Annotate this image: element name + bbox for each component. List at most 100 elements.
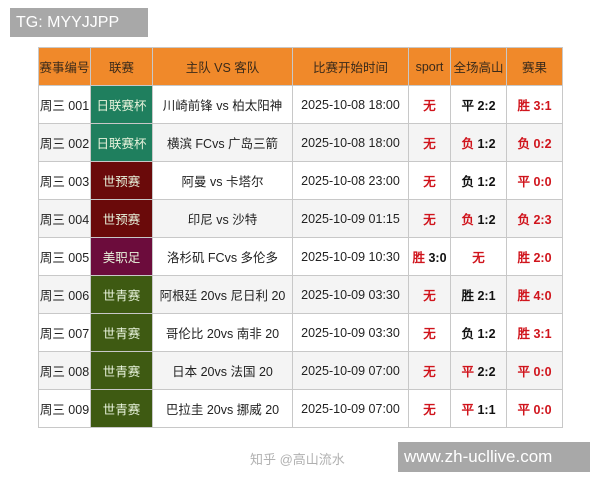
match-time: 2025-10-08 23:00 xyxy=(292,161,409,200)
result-cell: 平 0:0 xyxy=(506,161,563,200)
result-cell: 胜 3:1 xyxy=(506,85,563,124)
result-score: 1:2 xyxy=(477,137,496,151)
sport-cell: 无 xyxy=(408,123,451,162)
pick-cell: 平 1:1 xyxy=(450,389,507,428)
match-teams: 洛杉矶 FCvs 多伦多 xyxy=(152,237,293,276)
site-label: www.zh-ucllive.com xyxy=(398,442,590,472)
result-score: 1:2 xyxy=(477,175,496,189)
league-badge: 世青赛 xyxy=(90,275,153,314)
league-badge: 世青赛 xyxy=(90,389,153,428)
result-label: 负 xyxy=(461,175,474,189)
table-row: 周三 009 世青赛 巴拉圭 20vs 挪威 20 2025-10-09 07:00 无… xyxy=(38,389,563,428)
match-teams: 阿根廷 20vs 尼日利 20 xyxy=(152,275,293,314)
table-row: 周三 003 世预赛 阿曼 vs 卡塔尔 2025-10-08 23:00 无负 1:2… xyxy=(38,161,563,200)
table-row: 周三 005 美职足 洛杉矶 FCvs 多伦多 2025-10-09 10:30 胜 3… xyxy=(38,237,563,276)
pick-cell: 负 1:2 xyxy=(450,313,507,352)
result-label: 胜 xyxy=(461,289,474,303)
result-cell: 平 0:0 xyxy=(506,389,563,428)
league-badge: 日联赛杯 xyxy=(90,123,153,162)
match-teams: 哥伦比 20vs 南非 20 xyxy=(152,313,293,352)
league-badge: 世预赛 xyxy=(90,161,153,200)
column-header: 主队 VS 客队 xyxy=(152,47,293,86)
pick-cell: 负 1:2 xyxy=(450,123,507,162)
result-score: 2:2 xyxy=(477,365,496,379)
match-time: 2025-10-09 07:00 xyxy=(292,351,409,390)
column-header: 赛果 xyxy=(506,47,563,86)
column-header: sport xyxy=(408,47,451,86)
league-badge: 世预赛 xyxy=(90,199,153,238)
result-label: 无 xyxy=(472,251,485,265)
result-cell: 负 0:2 xyxy=(506,123,563,162)
result-label: 胜 xyxy=(412,251,425,265)
result-label: 无 xyxy=(423,327,436,341)
sport-cell: 无 xyxy=(408,85,451,124)
result-score: 3:1 xyxy=(533,99,552,113)
match-id: 周三 004 xyxy=(38,199,91,238)
result-label: 负 xyxy=(517,213,530,227)
match-teams: 印尼 vs 沙特 xyxy=(152,199,293,238)
result-label: 负 xyxy=(517,137,530,151)
result-label: 负 xyxy=(461,213,474,227)
result-label: 无 xyxy=(423,213,436,227)
sport-cell: 无 xyxy=(408,199,451,238)
table-row: 周三 006 世青赛 阿根廷 20vs 尼日利 20 2025-10-09 03:30… xyxy=(38,275,563,314)
result-score: 0:0 xyxy=(533,175,552,189)
pick-cell: 平 2:2 xyxy=(450,351,507,390)
result-score: 2:0 xyxy=(533,251,552,265)
result-cell: 负 2:3 xyxy=(506,199,563,238)
result-label: 平 xyxy=(461,99,474,113)
match-teams: 横滨 FCvs 广岛三箭 xyxy=(152,123,293,162)
result-score: 3:1 xyxy=(533,327,552,341)
result-score: 0:2 xyxy=(533,137,552,151)
tg-label: TG: MYYJJPP xyxy=(10,8,148,37)
match-id: 周三 005 xyxy=(38,237,91,276)
sport-cell: 无 xyxy=(408,275,451,314)
table-row: 周三 007 世青赛 哥伦比 20vs 南非 20 2025-10-09 03:30 无… xyxy=(38,313,563,352)
match-time: 2025-10-09 03:30 xyxy=(292,313,409,352)
result-score: 0:0 xyxy=(533,365,552,379)
result-label: 无 xyxy=(423,99,436,113)
league-badge: 世青赛 xyxy=(90,351,153,390)
pick-cell: 胜 2:1 xyxy=(450,275,507,314)
match-time: 2025-10-09 07:00 xyxy=(292,389,409,428)
result-label: 无 xyxy=(423,365,436,379)
pick-cell: 无 xyxy=(450,237,507,276)
table-row: 周三 001 日联赛杯 川崎前锋 vs 柏太阳神 2025-10-08 18:00 无平… xyxy=(38,85,563,124)
result-score: 1:1 xyxy=(477,403,496,417)
pick-cell: 负 1:2 xyxy=(450,199,507,238)
result-label: 平 xyxy=(517,365,530,379)
result-label: 负 xyxy=(461,137,474,151)
result-label: 平 xyxy=(517,175,530,189)
sport-cell: 胜 3:0 xyxy=(408,237,451,276)
result-score: 3:0 xyxy=(428,251,447,265)
match-id: 周三 007 xyxy=(38,313,91,352)
result-cell: 胜 2:0 xyxy=(506,237,563,276)
result-label: 平 xyxy=(461,365,474,379)
result-label: 负 xyxy=(461,327,474,341)
match-teams: 日本 20vs 法国 20 xyxy=(152,351,293,390)
result-score: 1:2 xyxy=(477,213,496,227)
table-row: 周三 008 世青赛 日本 20vs 法国 20 2025-10-09 07:00 无平… xyxy=(38,351,563,390)
pick-cell: 平 2:2 xyxy=(450,85,507,124)
result-label: 平 xyxy=(461,403,474,417)
match-table: 赛事编号 联赛 主队 VS 客队 比赛开始时间 sport 全场高山 赛果 周三 001 日联… xyxy=(38,47,563,428)
sport-cell: 无 xyxy=(408,351,451,390)
sport-cell: 无 xyxy=(408,161,451,200)
match-time: 2025-10-08 18:00 xyxy=(292,123,409,162)
result-cell: 胜 4:0 xyxy=(506,275,563,314)
result-label: 胜 xyxy=(517,327,530,341)
match-id: 周三 001 xyxy=(38,85,91,124)
table-row: 周三 004 世预赛 印尼 vs 沙特 2025-10-09 01:15 无负 1:2 负… xyxy=(38,199,563,238)
result-label: 胜 xyxy=(517,289,530,303)
column-header: 赛事编号 xyxy=(38,47,91,86)
match-id: 周三 002 xyxy=(38,123,91,162)
result-label: 无 xyxy=(423,403,436,417)
match-id: 周三 006 xyxy=(38,275,91,314)
column-header: 全场高山 xyxy=(450,47,507,86)
result-label: 无 xyxy=(423,289,436,303)
result-label: 无 xyxy=(423,137,436,151)
result-score: 0:0 xyxy=(533,403,552,417)
result-score: 2:2 xyxy=(477,99,496,113)
result-score: 1:2 xyxy=(477,327,496,341)
match-time: 2025-10-09 03:30 xyxy=(292,275,409,314)
